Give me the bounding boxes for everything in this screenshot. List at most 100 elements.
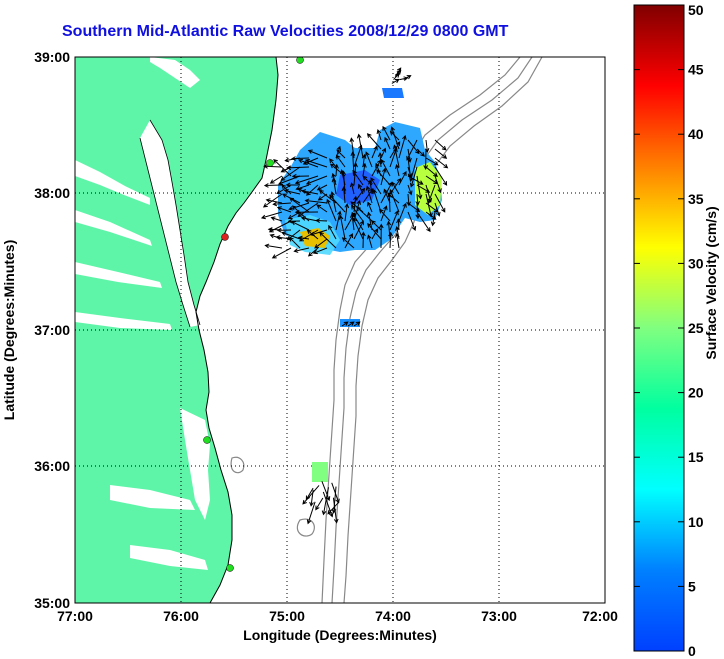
- velocity-vector: [366, 133, 382, 150]
- velocity-vector: [270, 216, 283, 222]
- velocity-vector: [330, 191, 337, 213]
- velocity-vector: [306, 501, 316, 525]
- velocity-vector: [389, 210, 399, 231]
- velocity-vector: [368, 179, 373, 195]
- velocity-vector: [378, 223, 384, 249]
- velocity-vector: [362, 162, 367, 177]
- velocity-vector: [382, 125, 391, 141]
- velocity-vector: [329, 158, 337, 168]
- radar-site-marker: [203, 436, 211, 444]
- colorbar-tick-label: 10: [688, 514, 704, 530]
- velocity-vector: [371, 145, 378, 159]
- velocity-vector: [390, 126, 400, 150]
- colorbar-label: Surface Velocity (cm/s): [703, 206, 719, 359]
- velocity-vector: [299, 229, 319, 242]
- velocity-vector: [367, 223, 382, 240]
- velocity-vector: [427, 184, 436, 205]
- velocity-vector: [336, 149, 346, 159]
- velocity-vector: [356, 133, 364, 159]
- velocity-vector: [407, 211, 417, 231]
- velocity-vector: [328, 224, 337, 240]
- velocity-vector: [288, 236, 301, 249]
- velocity-vector: [366, 211, 373, 231]
- colorbar-tick-label: 45: [688, 62, 704, 78]
- colorbar-tick-label: 15: [688, 449, 704, 465]
- velocity-vector: [291, 173, 310, 179]
- velocity-vector: [316, 184, 328, 191]
- velocity-vector: [407, 175, 424, 185]
- velocity-vector: [294, 209, 319, 215]
- velocity-vector: [389, 188, 400, 213]
- velocity-vector: [367, 201, 373, 213]
- velocity-vector: [273, 159, 292, 177]
- velocity-vector: [383, 188, 391, 204]
- y-tick-label: 37:00: [34, 322, 70, 338]
- velocity-vector: [353, 144, 363, 168]
- velocity-vector: [307, 149, 328, 159]
- velocity-vector: [353, 321, 361, 327]
- velocity-vector: [416, 211, 431, 233]
- velocity-vector: [304, 158, 328, 168]
- y-tick-label: 36:00: [34, 458, 70, 474]
- velocity-vector: [395, 67, 402, 76]
- velocity-vector: [329, 194, 346, 213]
- velocity-vector: [434, 193, 446, 213]
- velocity-vector: [327, 501, 340, 515]
- velocity-vector: [365, 185, 373, 204]
- x-tick-label: 76:00: [163, 608, 199, 624]
- velocity-vector: [380, 158, 391, 177]
- velocity-vector: [262, 193, 283, 208]
- y-axis-ticks: 39:00 38:00 37:00 36:00 35:00: [34, 49, 70, 611]
- velocity-vector: [341, 237, 355, 249]
- velocity-vector: [372, 188, 382, 213]
- plot-area: [75, 57, 605, 603]
- velocity-vector: [331, 177, 337, 195]
- velocity-patch-south: [312, 462, 328, 482]
- velocity-vector: [271, 247, 292, 259]
- velocity-vector: [314, 238, 328, 249]
- velocity-vector: [302, 485, 320, 505]
- velocity-vector: [423, 148, 429, 170]
- velocity-vector: [263, 183, 283, 188]
- x-tick-label: 74:00: [375, 608, 411, 624]
- radar-site-marker: [221, 233, 229, 241]
- velocity-vector: [335, 210, 342, 231]
- y-axis-label: Latitude (Degrees:Minutes): [1, 240, 17, 420]
- x-tick-label: 72:00: [582, 608, 618, 624]
- velocity-vector: [288, 202, 310, 211]
- velocity-vector: [264, 243, 283, 249]
- velocity-vector: [388, 231, 393, 249]
- velocity-vector: [265, 198, 283, 204]
- velocity-vector: [269, 175, 283, 184]
- velocity-vector: [370, 177, 382, 195]
- velocity-vectors: [260, 67, 449, 525]
- velocity-vector: [291, 156, 310, 161]
- radar-site-marker: [296, 57, 304, 64]
- velocity-vector: [434, 148, 448, 159]
- velocity-vector: [315, 218, 328, 223]
- velocity-vector: [304, 198, 328, 204]
- velocity-vector: [349, 137, 355, 159]
- colorbar-tick-label: 30: [688, 255, 704, 271]
- velocity-vector: [319, 231, 337, 249]
- velocity-vector: [391, 78, 400, 84]
- velocity-vector: [315, 497, 324, 511]
- velocity-vector: [289, 197, 310, 213]
- velocity-vector: [399, 76, 409, 81]
- colorbar-tick-label: 40: [688, 126, 704, 142]
- velocity-vector: [407, 184, 413, 196]
- velocity-vector: [371, 220, 382, 231]
- velocity-vector: [272, 201, 292, 207]
- velocity-vector: [268, 220, 292, 233]
- velocity-vector: [376, 169, 391, 186]
- x-tick-label: 77:00: [57, 608, 93, 624]
- velocity-vector: [316, 204, 328, 213]
- y-tick-label: 38:00: [34, 185, 70, 201]
- radar-sites: [203, 57, 304, 572]
- velocity-vector: [309, 229, 328, 237]
- velocity-vector: [335, 154, 346, 168]
- velocity-vector: [260, 211, 283, 220]
- velocity-vector: [376, 129, 382, 141]
